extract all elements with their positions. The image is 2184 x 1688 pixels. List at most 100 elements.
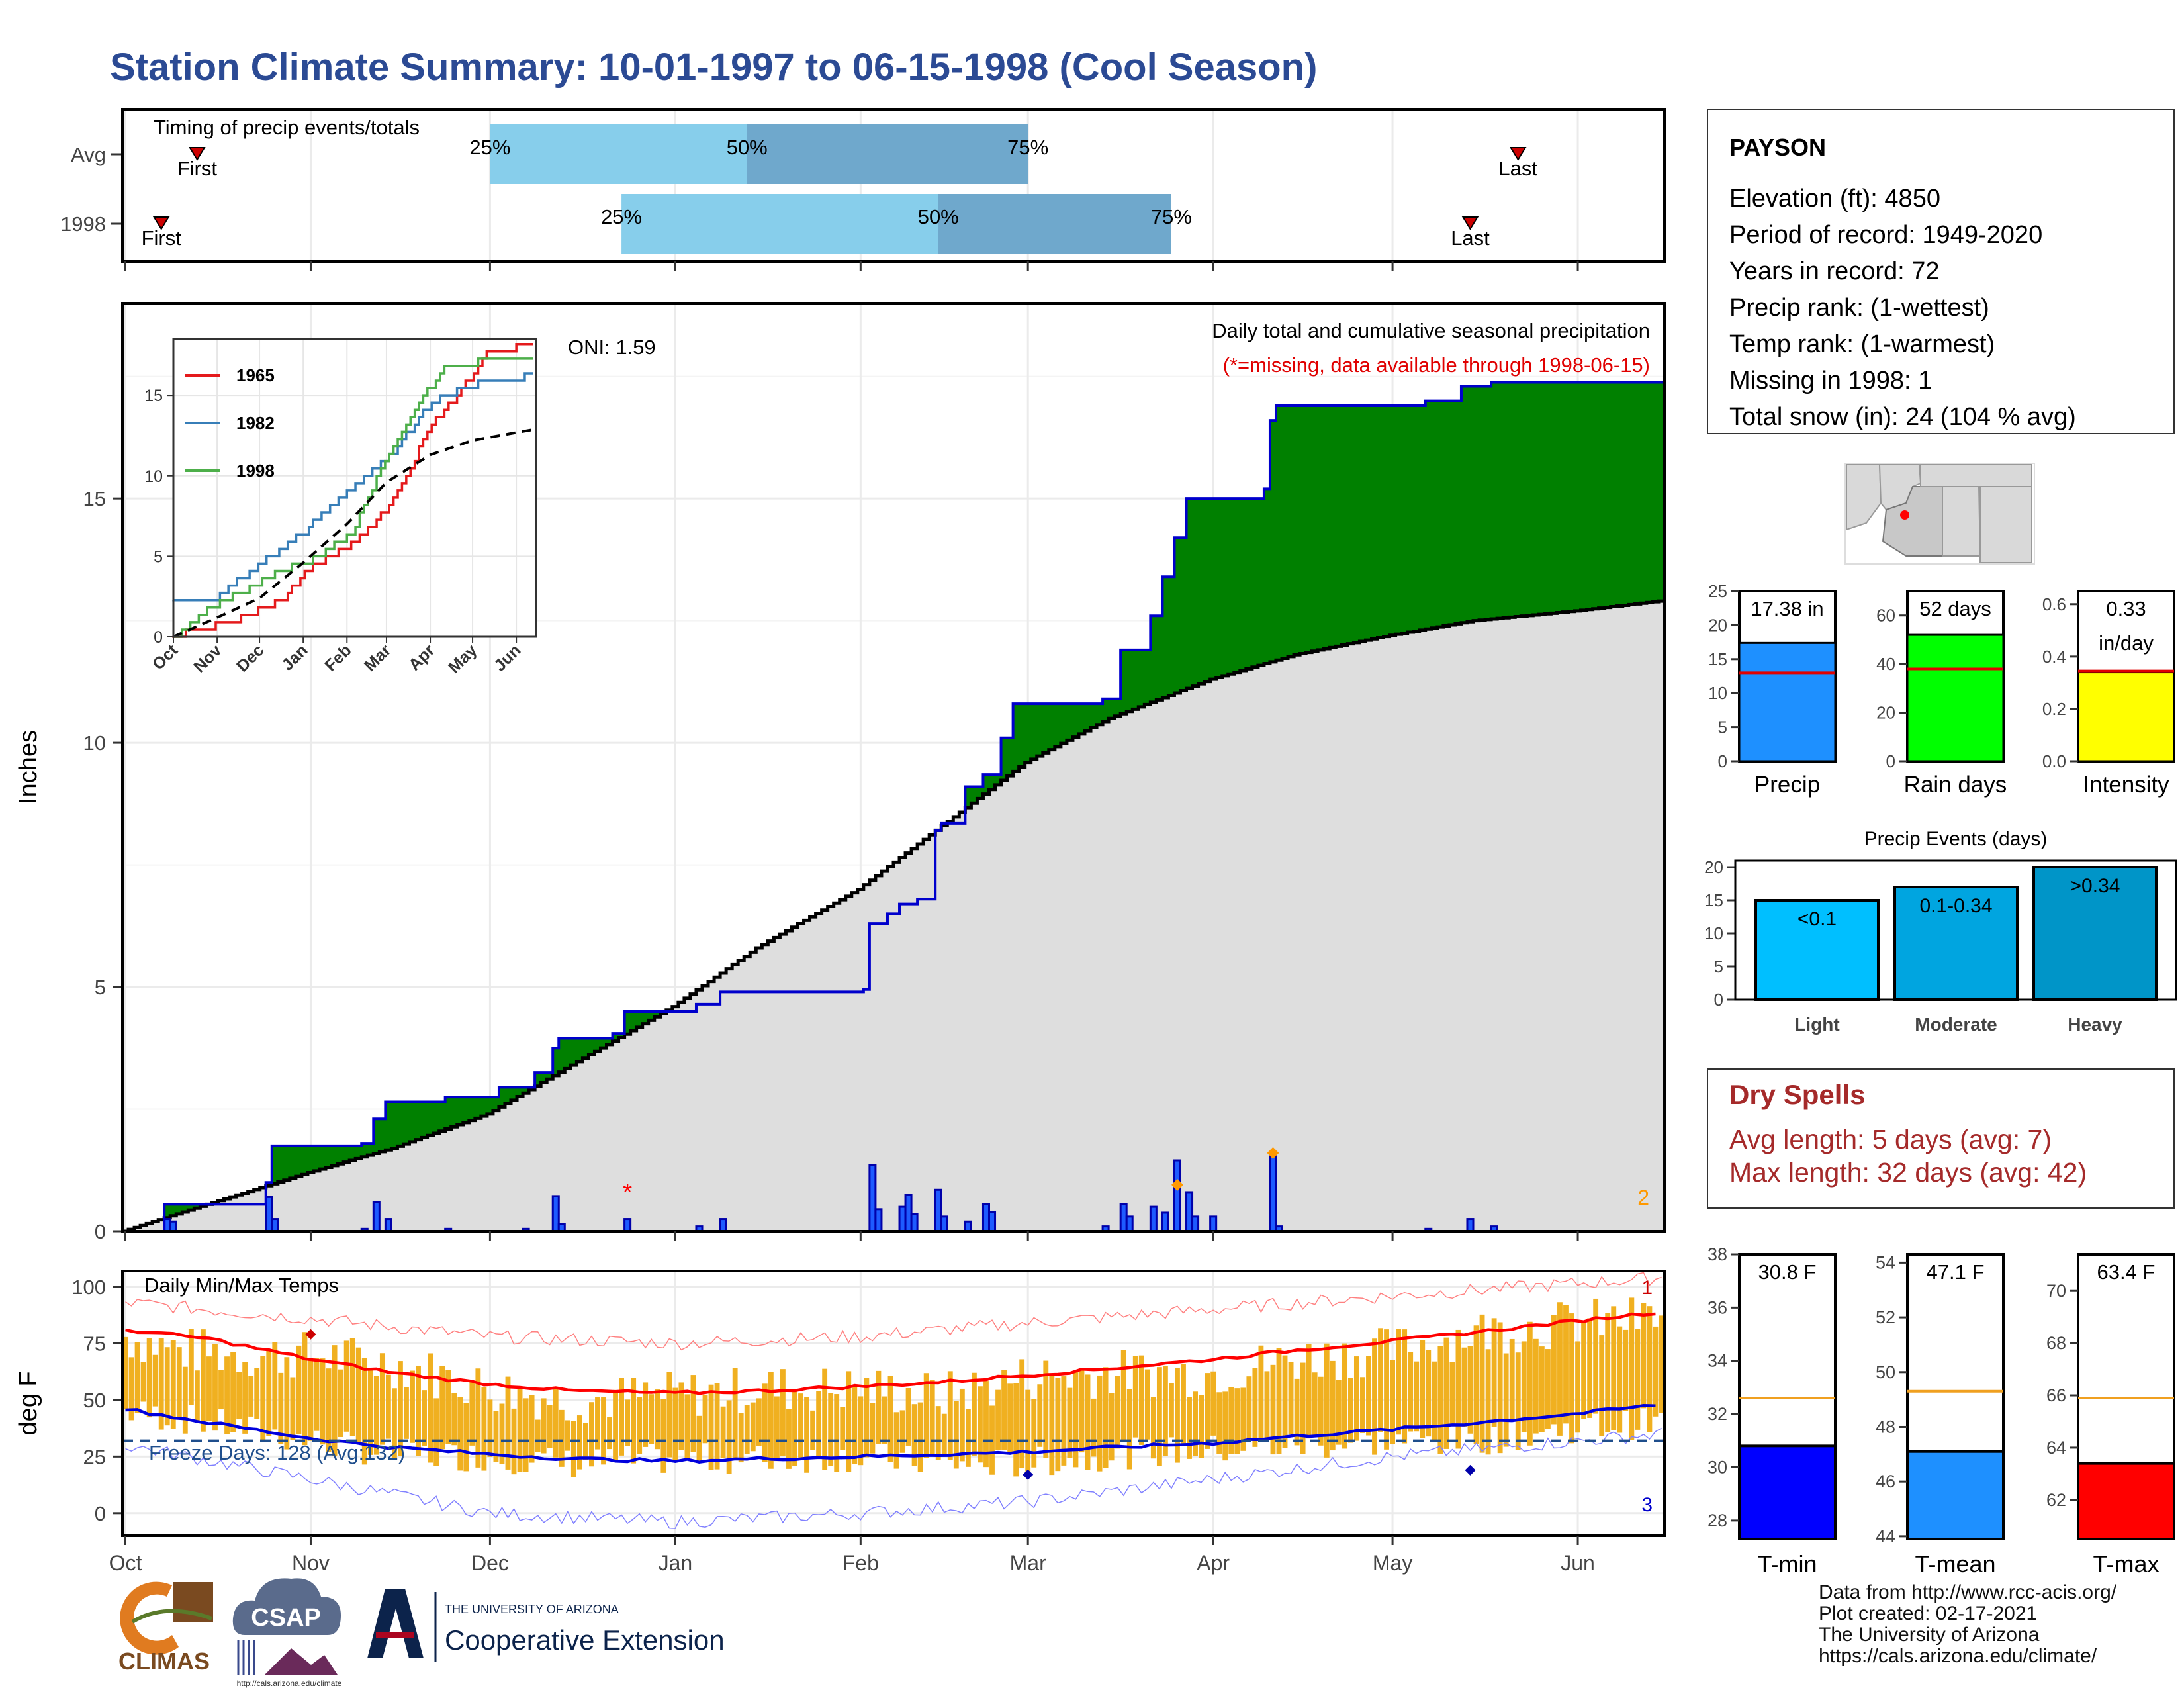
daily-temp-bar <box>643 1382 649 1447</box>
daily-temp-bar <box>1318 1376 1324 1446</box>
above-normal-fill <box>1306 405 1312 653</box>
record-marker <box>1465 1464 1476 1476</box>
above-normal-fill <box>1473 386 1480 621</box>
above-normal-fill <box>965 786 972 808</box>
daily-temp-bar <box>852 1387 858 1464</box>
daily-temp-bar <box>529 1395 535 1463</box>
inset-average-line <box>173 428 535 638</box>
above-normal-fill <box>1109 698 1115 719</box>
daily-temp-bar <box>1330 1360 1336 1451</box>
footer-data-source: Data from http://www.rcc-acis.org/ <box>1819 1581 2117 1603</box>
above-normal-fill <box>1383 405 1390 637</box>
daily-temp-bar <box>601 1397 606 1465</box>
daily-temp-bar <box>1282 1355 1288 1448</box>
last-label: Last <box>1498 157 1537 180</box>
daily-temp-bar <box>1294 1378 1300 1446</box>
above-normal-fill <box>1634 382 1641 604</box>
above-normal-fill <box>326 1145 332 1168</box>
above-normal-fill <box>1192 498 1199 686</box>
daily-temp-bar <box>201 1329 206 1432</box>
tsum-ytick-label: 52 <box>1876 1307 1895 1327</box>
above-normal-fill <box>1551 382 1558 614</box>
daily-precip-bar <box>1191 1215 1200 1233</box>
above-normal-fill <box>1060 704 1068 744</box>
daily-temp-bar <box>1390 1360 1396 1444</box>
station-info-line: Years in record: 72 <box>1729 258 1940 285</box>
daily-temp-bar <box>1593 1298 1599 1414</box>
above-normal-fill <box>636 1011 643 1027</box>
daily-temp-bar <box>475 1368 481 1468</box>
temps-ytick-label: 25 <box>83 1445 106 1468</box>
daily-temp-bar <box>840 1407 846 1450</box>
above-normal-fill <box>367 1143 374 1156</box>
above-normal-fill <box>277 1145 285 1182</box>
above-normal-fill <box>320 1145 326 1170</box>
daily-temp-bar <box>266 1349 272 1436</box>
daily-temp-bar <box>1228 1387 1234 1454</box>
inset-series-line-1982 <box>172 372 533 602</box>
above-normal-fill <box>1563 382 1570 612</box>
daily-temp-bar <box>714 1383 720 1470</box>
climas-emblem-wave <box>131 1609 213 1624</box>
temp-summary-panel: 30.8 F 28 30 32 34 36 38 T-min 47.1 F 44 46 48 50 52 5… <box>1707 1244 2175 1577</box>
daily-temp-bar <box>1497 1322 1503 1454</box>
snow-marker <box>1171 1178 1183 1191</box>
daily-temp-bar <box>248 1376 254 1417</box>
daily-temp-bar <box>1288 1362 1294 1434</box>
daily-precip-bar <box>1209 1215 1218 1233</box>
daily-temp-bar <box>272 1342 278 1430</box>
above-normal-fill <box>576 1038 583 1062</box>
csap-mountains <box>265 1648 338 1675</box>
daily-temp-bar <box>152 1354 158 1407</box>
daily-temp-bar <box>613 1389 618 1462</box>
daily-temp-bar <box>655 1389 660 1450</box>
above-normal-fill <box>415 1102 422 1140</box>
above-normal-fill <box>343 1145 350 1162</box>
above-normal-fill <box>379 1119 386 1152</box>
daily-temp-bar <box>547 1405 553 1448</box>
daily-temp-bar <box>732 1368 738 1459</box>
timing-bar-50-75 <box>938 194 1171 254</box>
record-marker <box>1023 1469 1034 1480</box>
above-normal-fill <box>445 1097 452 1129</box>
daily-temp-bar <box>385 1374 391 1439</box>
above-normal-fill <box>1246 498 1253 669</box>
above-normal-fill <box>504 1087 512 1104</box>
daily-temp-bar <box>744 1405 750 1454</box>
daily-temp-bar <box>182 1366 188 1434</box>
summary-ytick-label: 20 <box>1876 703 1895 723</box>
daily-temp-bar <box>1276 1348 1282 1454</box>
daily-temp-bar <box>1485 1349 1491 1455</box>
snow-marker <box>1267 1147 1279 1159</box>
daily-temp-bar <box>1264 1371 1270 1440</box>
daily-temp-bar <box>410 1370 415 1443</box>
daily-temp-bar <box>846 1371 852 1472</box>
daily-precip-bar <box>384 1218 392 1233</box>
above-normal-fill <box>1251 498 1259 667</box>
timing-panel: 25% 50% 75% First Last Avg 25% 50% 75% First Last 1… <box>60 108 1666 271</box>
summary-ytick-label: 0.4 <box>2042 647 2066 667</box>
inset-legend-label: 1965 <box>236 365 275 385</box>
daily-temp-bar <box>965 1409 971 1467</box>
above-normal-fill <box>451 1097 458 1127</box>
daily-temp-bar <box>720 1406 726 1458</box>
above-normal-fill <box>1610 382 1617 607</box>
timing-pct-label: 75% <box>1151 205 1192 228</box>
tsum-ytick-label: 48 <box>1876 1417 1895 1436</box>
summary-value-label: 0.33 <box>2106 597 2146 620</box>
daily-temp-bar <box>1193 1391 1198 1456</box>
above-normal-fill <box>1216 498 1223 678</box>
daily-temp-bar <box>1372 1338 1377 1455</box>
above-normal-fill <box>1491 382 1498 620</box>
above-normal-fill <box>1180 538 1187 691</box>
daily-temp-bar <box>1162 1366 1168 1456</box>
map-state-co <box>1920 464 2032 487</box>
above-normal-fill <box>1300 405 1306 654</box>
daily-temp-bar <box>810 1410 815 1450</box>
daily-temp-bar <box>876 1370 882 1444</box>
above-normal-fill <box>307 1145 314 1173</box>
above-normal-fill <box>170 1204 177 1216</box>
daily-temp-bar <box>499 1403 505 1464</box>
inset-ytick-label: 15 <box>144 387 163 405</box>
